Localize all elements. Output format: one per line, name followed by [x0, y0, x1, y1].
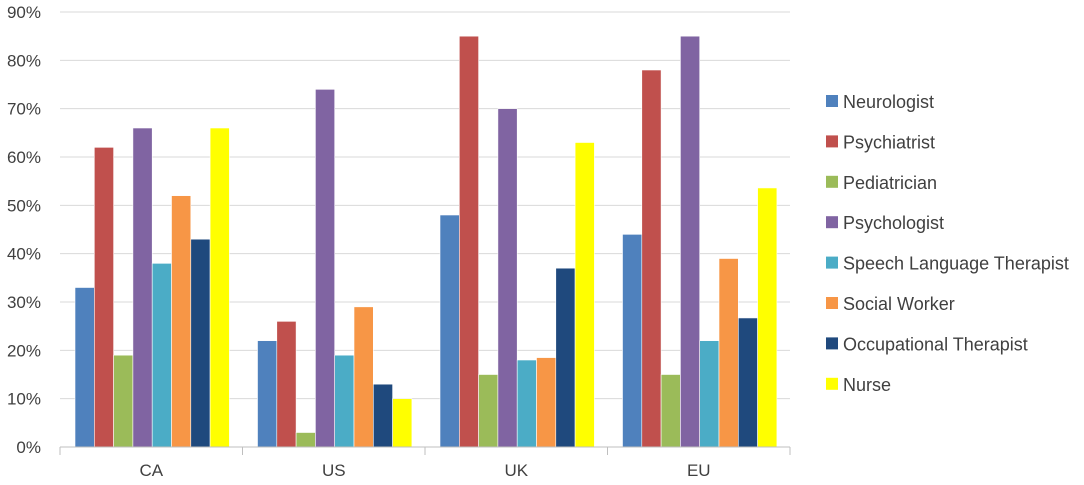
- legend-swatch: [826, 95, 838, 107]
- legend-swatch: [826, 256, 838, 269]
- x-tick-label: EU: [687, 461, 711, 480]
- x-tick-label: UK: [504, 461, 528, 480]
- bar-neurologist-uk: [439, 214, 460, 448]
- bar-nurse-us: [392, 398, 413, 448]
- legend-label: Pediatrician: [843, 173, 937, 193]
- bar-psychiatrist-ca: [94, 147, 114, 448]
- y-tick-label: 40%: [7, 245, 41, 264]
- bar-nurse-ca: [209, 127, 230, 448]
- legend-label: Neurologist: [843, 92, 934, 112]
- bar-nurse-uk: [574, 142, 595, 448]
- bar-pediatrician-ca: [113, 354, 134, 448]
- legend-label: Nurse: [843, 375, 891, 395]
- bar-occupational-therapist-eu: [737, 317, 758, 448]
- y-axis-tick-labels: 0% 10% 20% 30% 40% 50% 60% 70% 80% 90%: [7, 3, 41, 457]
- x-tick-label: CA: [139, 461, 163, 480]
- bar-psychologist-uk: [497, 108, 518, 448]
- bar-psychiatrist-uk: [458, 35, 479, 448]
- legend-swatch: [826, 297, 838, 309]
- bar-neurologist-eu: [622, 234, 643, 448]
- y-tick-label: 10%: [7, 390, 41, 409]
- legend-swatch: [826, 337, 838, 350]
- y-tick-label: 30%: [7, 293, 41, 312]
- bar-occupational-therapist-us: [372, 383, 393, 448]
- y-tick-label: 0%: [16, 438, 41, 457]
- x-tick-label: US: [322, 461, 346, 480]
- bars: [74, 35, 778, 448]
- bar-pediatrician-uk: [478, 374, 499, 448]
- bar-psychologist-us: [315, 89, 335, 448]
- bar-nurse-eu: [757, 187, 778, 448]
- bar-occupational-therapist-ca: [190, 238, 211, 448]
- bar-social-worker-eu: [718, 258, 739, 448]
- legend-swatch: [826, 135, 838, 148]
- y-tick-label: 80%: [7, 51, 41, 70]
- bar-pediatrician-us: [295, 432, 316, 448]
- bar-speech-language-therapist-ca: [151, 263, 172, 448]
- legend: Neurologist Psychiatrist Pediatrician Psych…: [826, 92, 1069, 395]
- bar-pediatrician-eu: [660, 374, 681, 448]
- bar-speech-language-therapist-eu: [699, 340, 720, 448]
- legend-swatch: [826, 377, 838, 390]
- bar-social-worker-ca: [171, 195, 192, 448]
- bar-social-worker-uk: [536, 357, 557, 448]
- bar-psychologist-eu: [680, 35, 701, 448]
- bar-psychiatrist-eu: [641, 69, 662, 448]
- legend-label: Psychiatrist: [843, 132, 935, 152]
- y-tick-label: 60%: [7, 148, 41, 167]
- legend-label: Occupational Therapist: [843, 334, 1028, 354]
- bar-neurologist-us: [257, 340, 278, 448]
- bar-speech-language-therapist-uk: [516, 359, 537, 448]
- y-tick-label: 20%: [7, 341, 41, 360]
- bar-social-worker-us: [353, 306, 374, 448]
- legend-swatch: [826, 216, 838, 229]
- x-axis: [59, 446, 791, 455]
- bar-neurologist-ca: [74, 287, 95, 448]
- legend-label: Social Worker: [843, 294, 955, 314]
- legend-label: Psychologist: [843, 213, 944, 233]
- y-tick-label: 50%: [7, 196, 41, 215]
- bar-psychiatrist-us: [276, 321, 297, 448]
- legend-label: Speech Language Therapist: [843, 254, 1069, 274]
- bar-speech-language-therapist-us: [334, 354, 355, 448]
- y-tick-label: 90%: [7, 3, 41, 22]
- x-axis-tick-labels: CA US UK EU: [139, 461, 710, 480]
- legend-swatch: [826, 175, 838, 188]
- bar-psychologist-ca: [132, 127, 153, 448]
- y-tick-label: 70%: [7, 100, 41, 119]
- bar-occupational-therapist-uk: [555, 267, 576, 448]
